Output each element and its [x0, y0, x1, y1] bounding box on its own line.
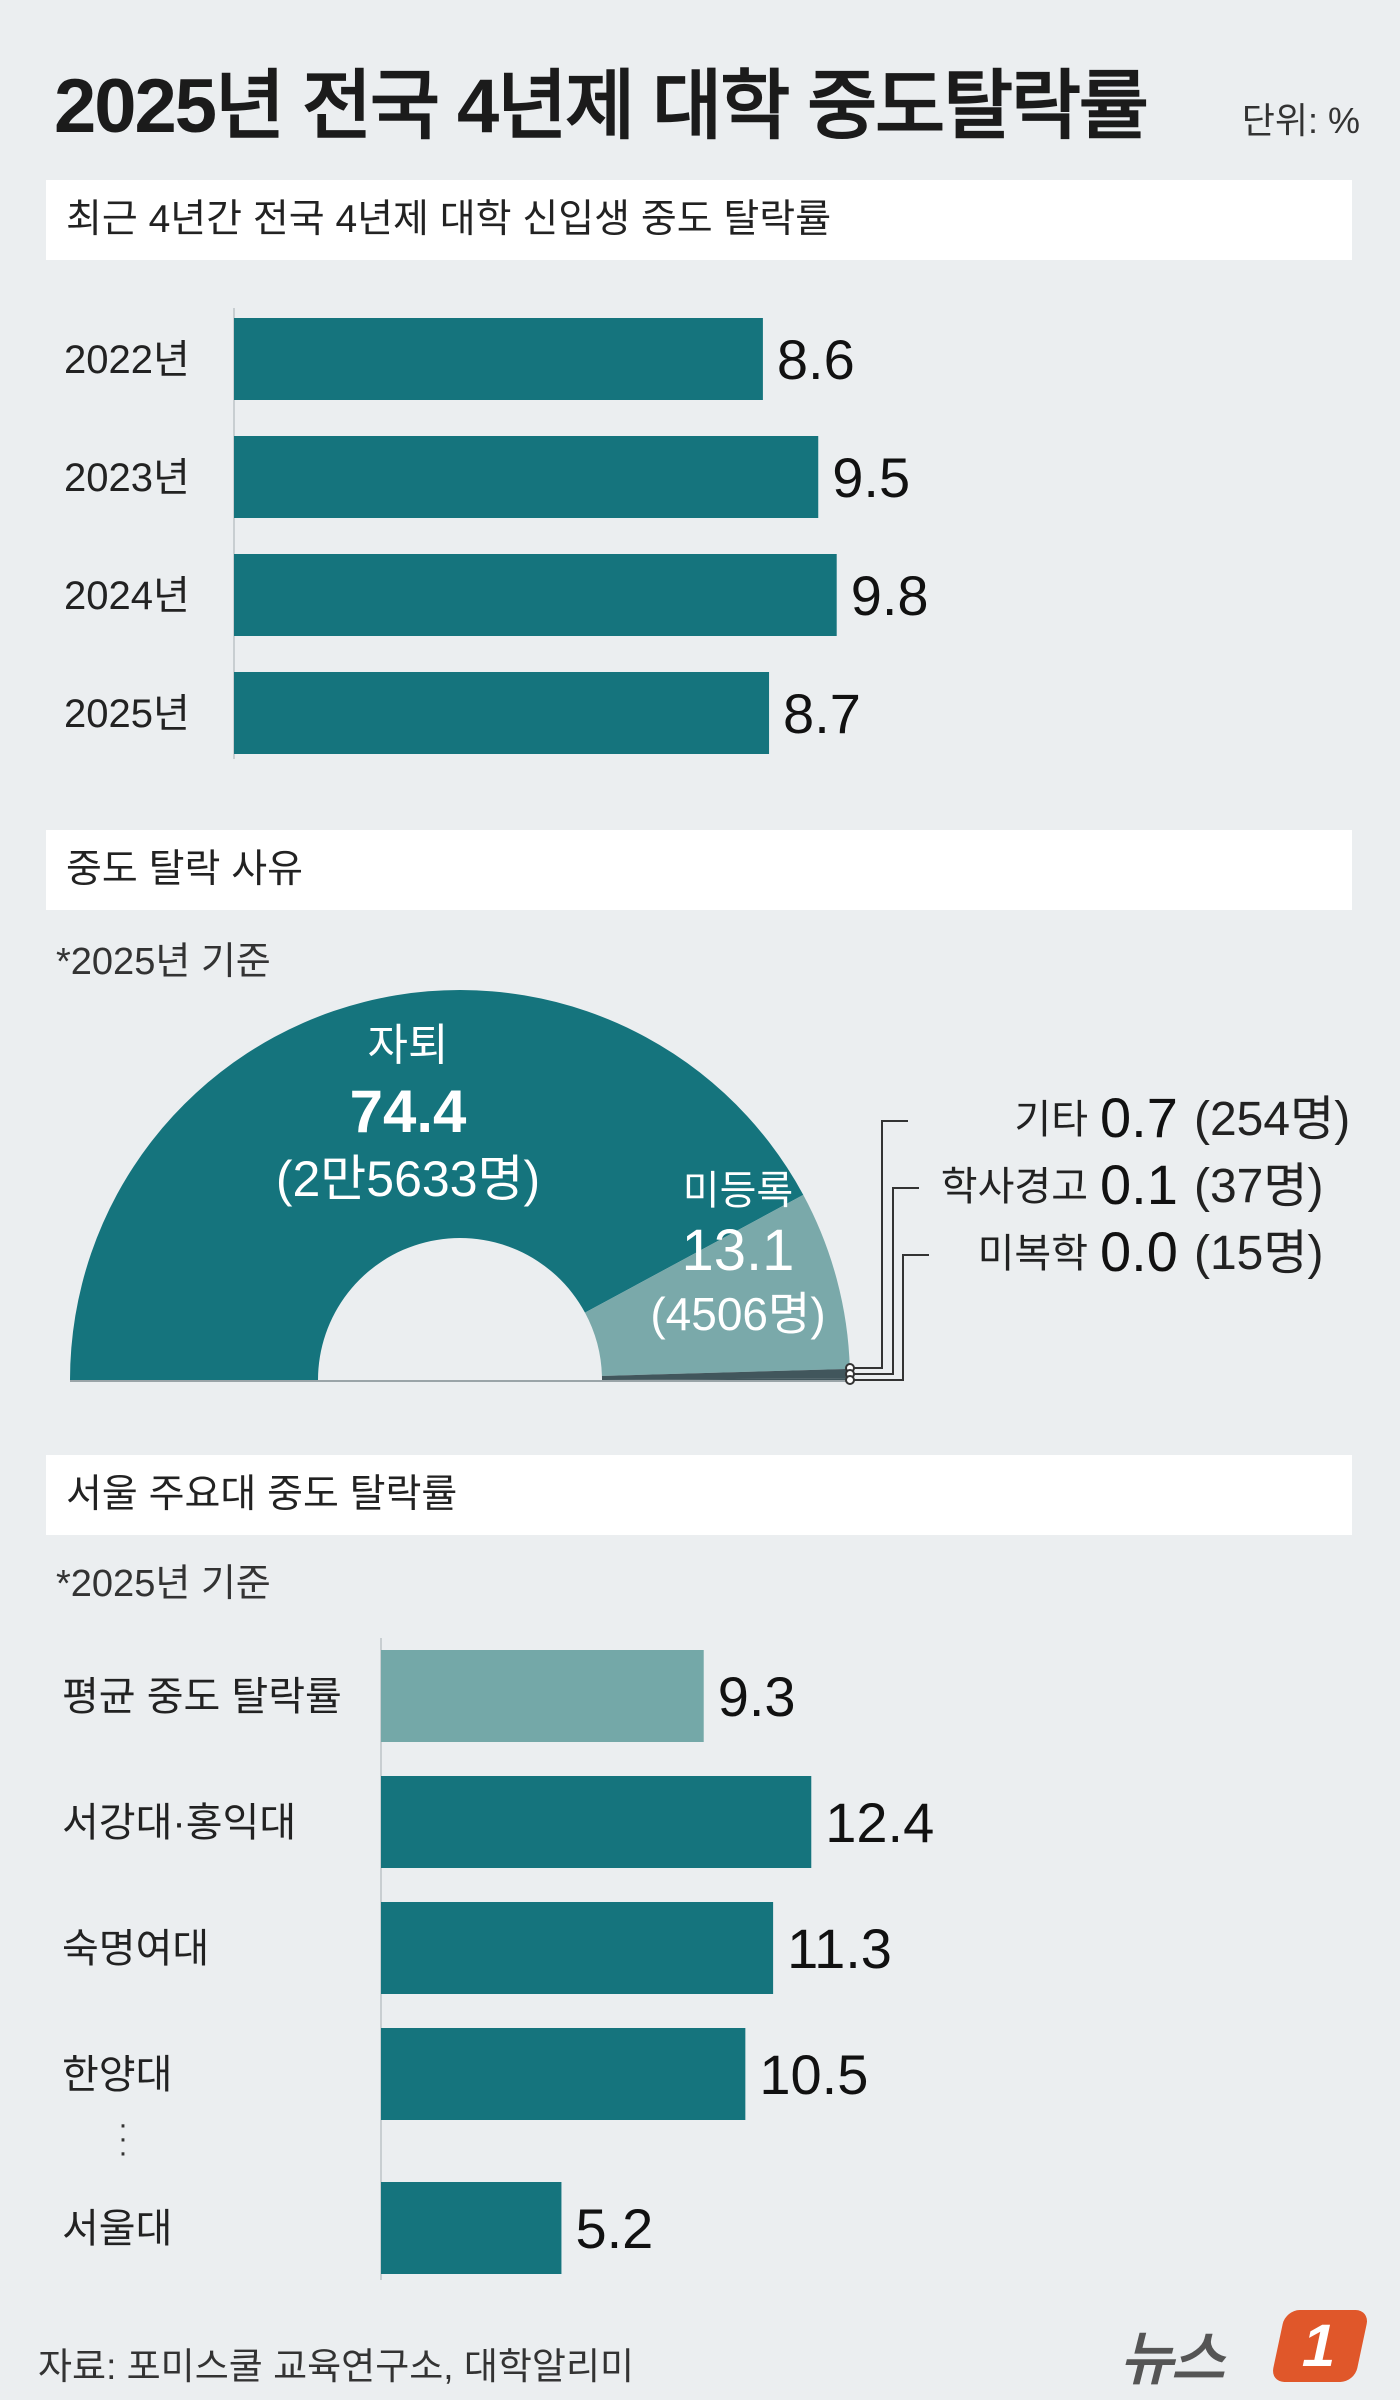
reasons-note: *2025년 기준 — [56, 941, 271, 983]
trend-value-label: 9.5 — [832, 446, 910, 509]
callout-line — [854, 1120, 908, 1369]
trend-bar — [234, 436, 819, 518]
slice-count-label: (37명) — [1194, 1160, 1324, 1213]
slice-value-label: 0.7 — [1100, 1086, 1178, 1149]
news1-logo: 뉴스 1 — [1120, 2310, 1380, 2392]
callout-line — [854, 1187, 919, 1375]
seoul-category-label: 평균 중도 탈락률 — [62, 1675, 342, 1719]
trend-bar — [234, 554, 837, 636]
seoul-bar — [381, 2028, 746, 2120]
slice-name-label: 자퇴 — [368, 1021, 449, 1070]
slice-count-label: (2만5633명) — [276, 1151, 540, 1207]
callout-dot — [845, 1375, 855, 1385]
seoul-note: *2025년 기준 — [56, 1563, 271, 1605]
trend-bar — [234, 318, 763, 400]
slice-value-label: 0.1 — [1100, 1153, 1178, 1216]
slice-value-label: 74.4 — [350, 1078, 467, 1145]
source-footer: 자료: 포미스쿨 교육연구소, 대학알리미 — [38, 2346, 635, 2387]
seoul-value-label: 5.2 — [575, 2197, 653, 2260]
seoul-value-label: 11.3 — [787, 1917, 892, 1980]
trend-category-label: 2023년 — [64, 456, 190, 500]
trend-bar — [234, 672, 770, 754]
trend-section-header: 최근 4년간 전국 4년제 대학 신입생 중도 탈락률 — [46, 180, 1352, 260]
seoul-category-label: 숙명여대 — [62, 1927, 209, 1971]
seoul-bar-chart: 평균 중도 탈락률 9.3 서강대·홍익대 12.4 숙명여대 11.3 한양대 10.5 서울… — [62, 1638, 934, 2280]
pie-slice — [601, 1378, 850, 1380]
seoul-category-label: 한양대 — [62, 2053, 172, 2097]
trend-value-label: 9.8 — [851, 564, 929, 627]
slice-name-label: 학사경고 — [941, 1165, 1088, 1209]
trend-category-label: 2022년 — [64, 338, 190, 382]
slice-count-label: (254명) — [1194, 1093, 1350, 1146]
seoul-value-label: 10.5 — [759, 2043, 868, 2106]
seoul-bar — [381, 2182, 562, 2274]
trend-value-label: 8.7 — [783, 682, 861, 745]
slice-name-label: 미복학 — [978, 1232, 1088, 1276]
seoul-bar — [381, 1650, 704, 1742]
pie-slice — [584, 1194, 850, 1376]
pie-slice — [601, 1368, 850, 1380]
pie-slice — [70, 990, 804, 1380]
infographic-title: 2025년 전국 4년제 대학 중도탈락률 — [54, 64, 1149, 149]
trend-bar-chart: 2022년 8.6 2023년 9.5 2024년 9.8 2025년 8.7 — [64, 308, 929, 759]
trend-value-label: 8.6 — [777, 328, 855, 391]
logo-badge: 1 — [1270, 2310, 1370, 2382]
reasons-section-header: 중도 탈락 사유 — [46, 830, 1352, 910]
seoul-value-label: 12.4 — [825, 1791, 934, 1854]
seoul-category-label: 서강대·홍익대 — [62, 1801, 296, 1845]
trend-category-label: 2025년 — [64, 692, 190, 736]
seoul-bar — [381, 1902, 774, 1994]
reasons-half-donut-chart: 자퇴 74.4 (2만5633명) 미등록 13.1(4506명) 기타 0.7 (254명)… — [70, 990, 1350, 1385]
seoul-bar — [381, 1776, 812, 1868]
trend-category-label: 2024년 — [64, 574, 190, 618]
slice-name-label: 미등록 — [683, 1169, 793, 1213]
slice-value-label: 0.0 — [1100, 1220, 1178, 1283]
seoul-category-label: 서울대 — [62, 2207, 172, 2251]
logo-text: 뉴스 — [1120, 2327, 1225, 2392]
omitted-rows-dots: · · · — [118, 2108, 128, 2169]
slice-value-label: 13.1 — [682, 1218, 795, 1283]
slice-count-label: (4506명) — [650, 1288, 825, 1340]
callout-line — [854, 1254, 929, 1381]
unit-label: 단위: % — [1241, 100, 1360, 141]
seoul-section-header: 서울 주요대 중도 탈락률 — [46, 1455, 1352, 1535]
slice-name-label: 기타 — [1014, 1098, 1088, 1142]
slice-count-label: (15명) — [1194, 1227, 1324, 1280]
seoul-value-label: 9.3 — [718, 1665, 796, 1728]
